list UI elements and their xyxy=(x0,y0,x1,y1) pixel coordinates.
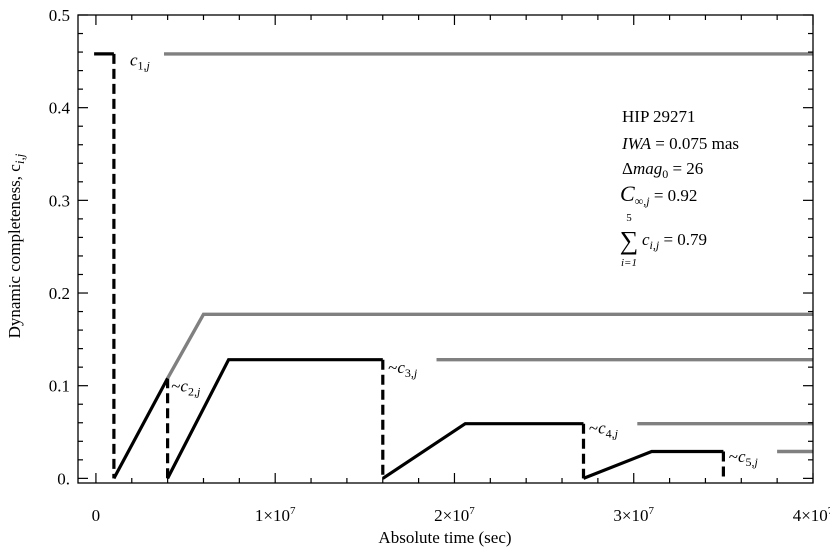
curve-label-3: ~c3,j xyxy=(388,358,418,380)
sum-lower-limit: i=1 xyxy=(621,257,637,269)
star-name: HIP 29271 xyxy=(622,107,696,126)
curve-label-1: c1,j xyxy=(130,50,151,72)
curve-labels: c1,j ~c2,j ~c3,j ~c4,j ~c5,j xyxy=(130,50,759,469)
y-tick-label: 0. xyxy=(57,469,70,488)
x-tick-label: 2×107 xyxy=(434,505,475,525)
curve-label-2: ~c2,j xyxy=(171,377,201,399)
info-annotation: HIP 29271 IWA = 0.075 mas Δmag0 = 26 C∞,… xyxy=(620,107,739,269)
curve-label-4: ~c4,j xyxy=(589,418,619,440)
curve-label-5: ~c5,j xyxy=(729,447,759,469)
sum-line: ci,j = 0.79 xyxy=(642,230,707,252)
y-tick-label: 0.2 xyxy=(49,284,70,303)
y-axis-label: Dynamic completeness, ci,j xyxy=(5,153,27,338)
x-tick-label: 3×107 xyxy=(613,505,654,525)
completeness-line-6 xyxy=(166,358,383,480)
x-tick-label: 4×107 xyxy=(793,505,830,525)
axis-ticks xyxy=(78,14,814,483)
dmag-line: Δmag0 = 26 xyxy=(622,159,703,181)
cinf-line: C∞,j = 0.92 xyxy=(620,181,697,208)
plot-frame xyxy=(77,14,814,484)
y-tick-label: 0.1 xyxy=(49,377,70,396)
x-tick-label: 0 xyxy=(92,506,101,525)
sum-symbol: ∑ xyxy=(620,226,639,255)
x-tick-label: 1×107 xyxy=(255,505,296,525)
y-tick-label: 0.5 xyxy=(49,6,70,25)
completeness-line-9 xyxy=(381,422,584,480)
x-axis-label: Absolute time (sec) xyxy=(378,528,511,547)
completeness-line-3 xyxy=(112,377,170,480)
sum-upper-limit: 5 xyxy=(626,212,632,224)
tick-labels: 0 1×107 2×107 3×107 4×107 0. 0.1 0.2 0.3 0.4 0.5 xyxy=(49,6,830,525)
completeness-line-12 xyxy=(582,449,724,480)
asymptote-line-5 xyxy=(166,312,813,380)
iwa-line: IWA = 0.075 mas xyxy=(621,134,739,153)
y-tick-label: 0.4 xyxy=(49,99,71,118)
y-tick-label: 0.3 xyxy=(49,191,70,210)
plot-marks xyxy=(94,52,813,480)
